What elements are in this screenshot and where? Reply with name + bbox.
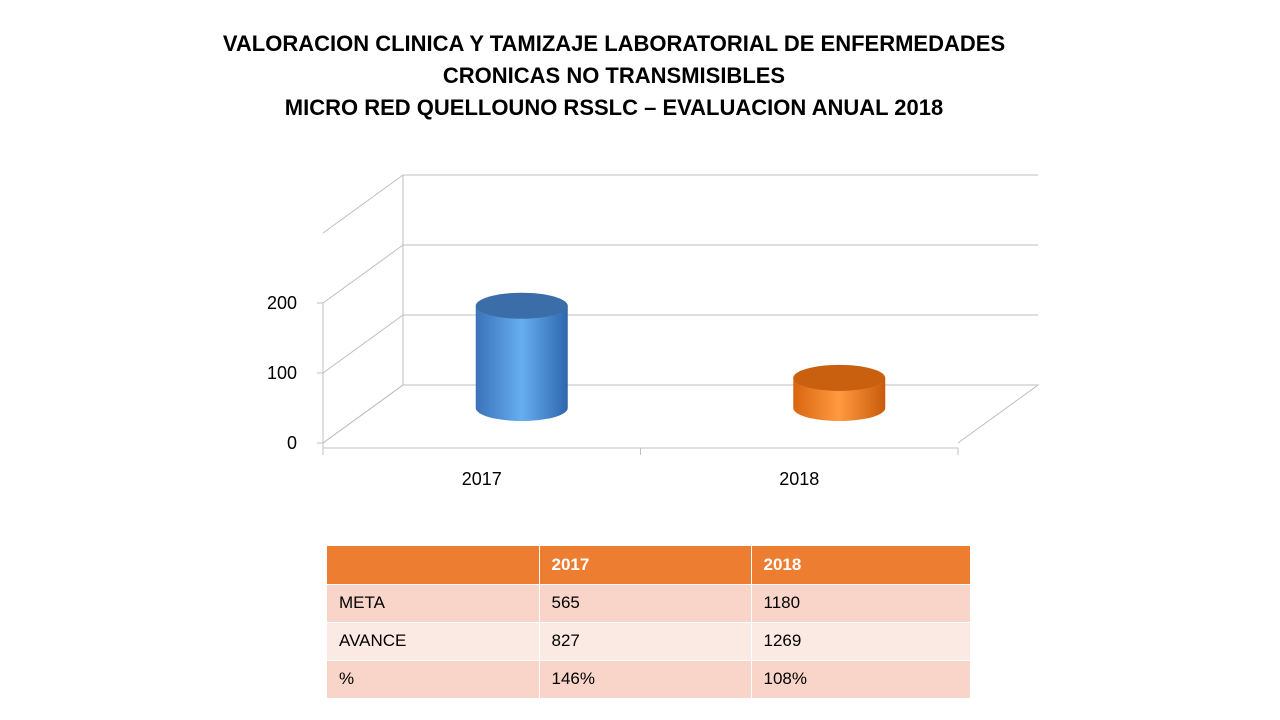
chart-grid <box>322 174 1040 444</box>
table-row-percent: % 146% 108% <box>327 660 970 699</box>
header-cell-2018: 2018 <box>750 546 970 585</box>
table-cell: 827 <box>538 622 751 661</box>
table-cell: 108% <box>750 660 970 699</box>
table-cell: 1180 <box>750 584 970 623</box>
table-cell: META <box>327 584 539 623</box>
x-tick-label: 2017 <box>462 469 502 489</box>
title-line-3: MICRO RED QUELLOUNO RSSLC – EVALUACION A… <box>284 95 944 120</box>
bar-2017 <box>475 292 568 422</box>
header-cell-2017: 2017 <box>538 546 751 585</box>
chart-floor <box>322 384 1040 444</box>
table-header-row: 2017 2018 <box>327 546 970 585</box>
table-cell: 1269 <box>750 622 970 661</box>
bar-body <box>475 305 568 422</box>
table-cell: % <box>327 660 539 699</box>
gridline-side <box>322 384 404 444</box>
chart-labels: 0 100 200 2017 2018 <box>267 293 819 489</box>
table-cell: 565 <box>538 584 751 623</box>
table-row-meta: META 565 1180 <box>327 584 970 623</box>
title-line-1: VALORACION CLINICA Y TAMIZAJE LABORATORI… <box>222 31 1006 56</box>
data-table: 2017 2018 META 565 1180 AVANCE 827 1269 … <box>327 546 970 699</box>
y-tick-label: 100 <box>267 363 297 383</box>
bar-top <box>475 292 568 319</box>
bar-top <box>793 364 886 391</box>
table-cell: AVANCE <box>327 622 539 661</box>
title-line-2: CRONICAS NO TRANSMISIBLES <box>442 63 786 88</box>
gridline-side <box>322 174 404 234</box>
chart-bars <box>475 292 886 422</box>
table-row-avance: AVANCE 827 1269 <box>327 622 970 661</box>
gridline-side <box>322 244 404 304</box>
chart-title: VALORACION CLINICA Y TAMIZAJE LABORATORI… <box>0 28 1228 124</box>
chart-axes <box>317 302 959 455</box>
gridline-side <box>322 314 404 374</box>
table-cell: 146% <box>538 660 751 699</box>
y-tick-label: 200 <box>267 293 297 313</box>
header-cell-empty <box>327 546 539 585</box>
bar-chart: 0 100 200 2017 2018 <box>267 174 1040 489</box>
bar-2018 <box>793 364 886 422</box>
y-tick-label: 0 <box>287 433 297 453</box>
x-tick-label: 2018 <box>779 469 819 489</box>
